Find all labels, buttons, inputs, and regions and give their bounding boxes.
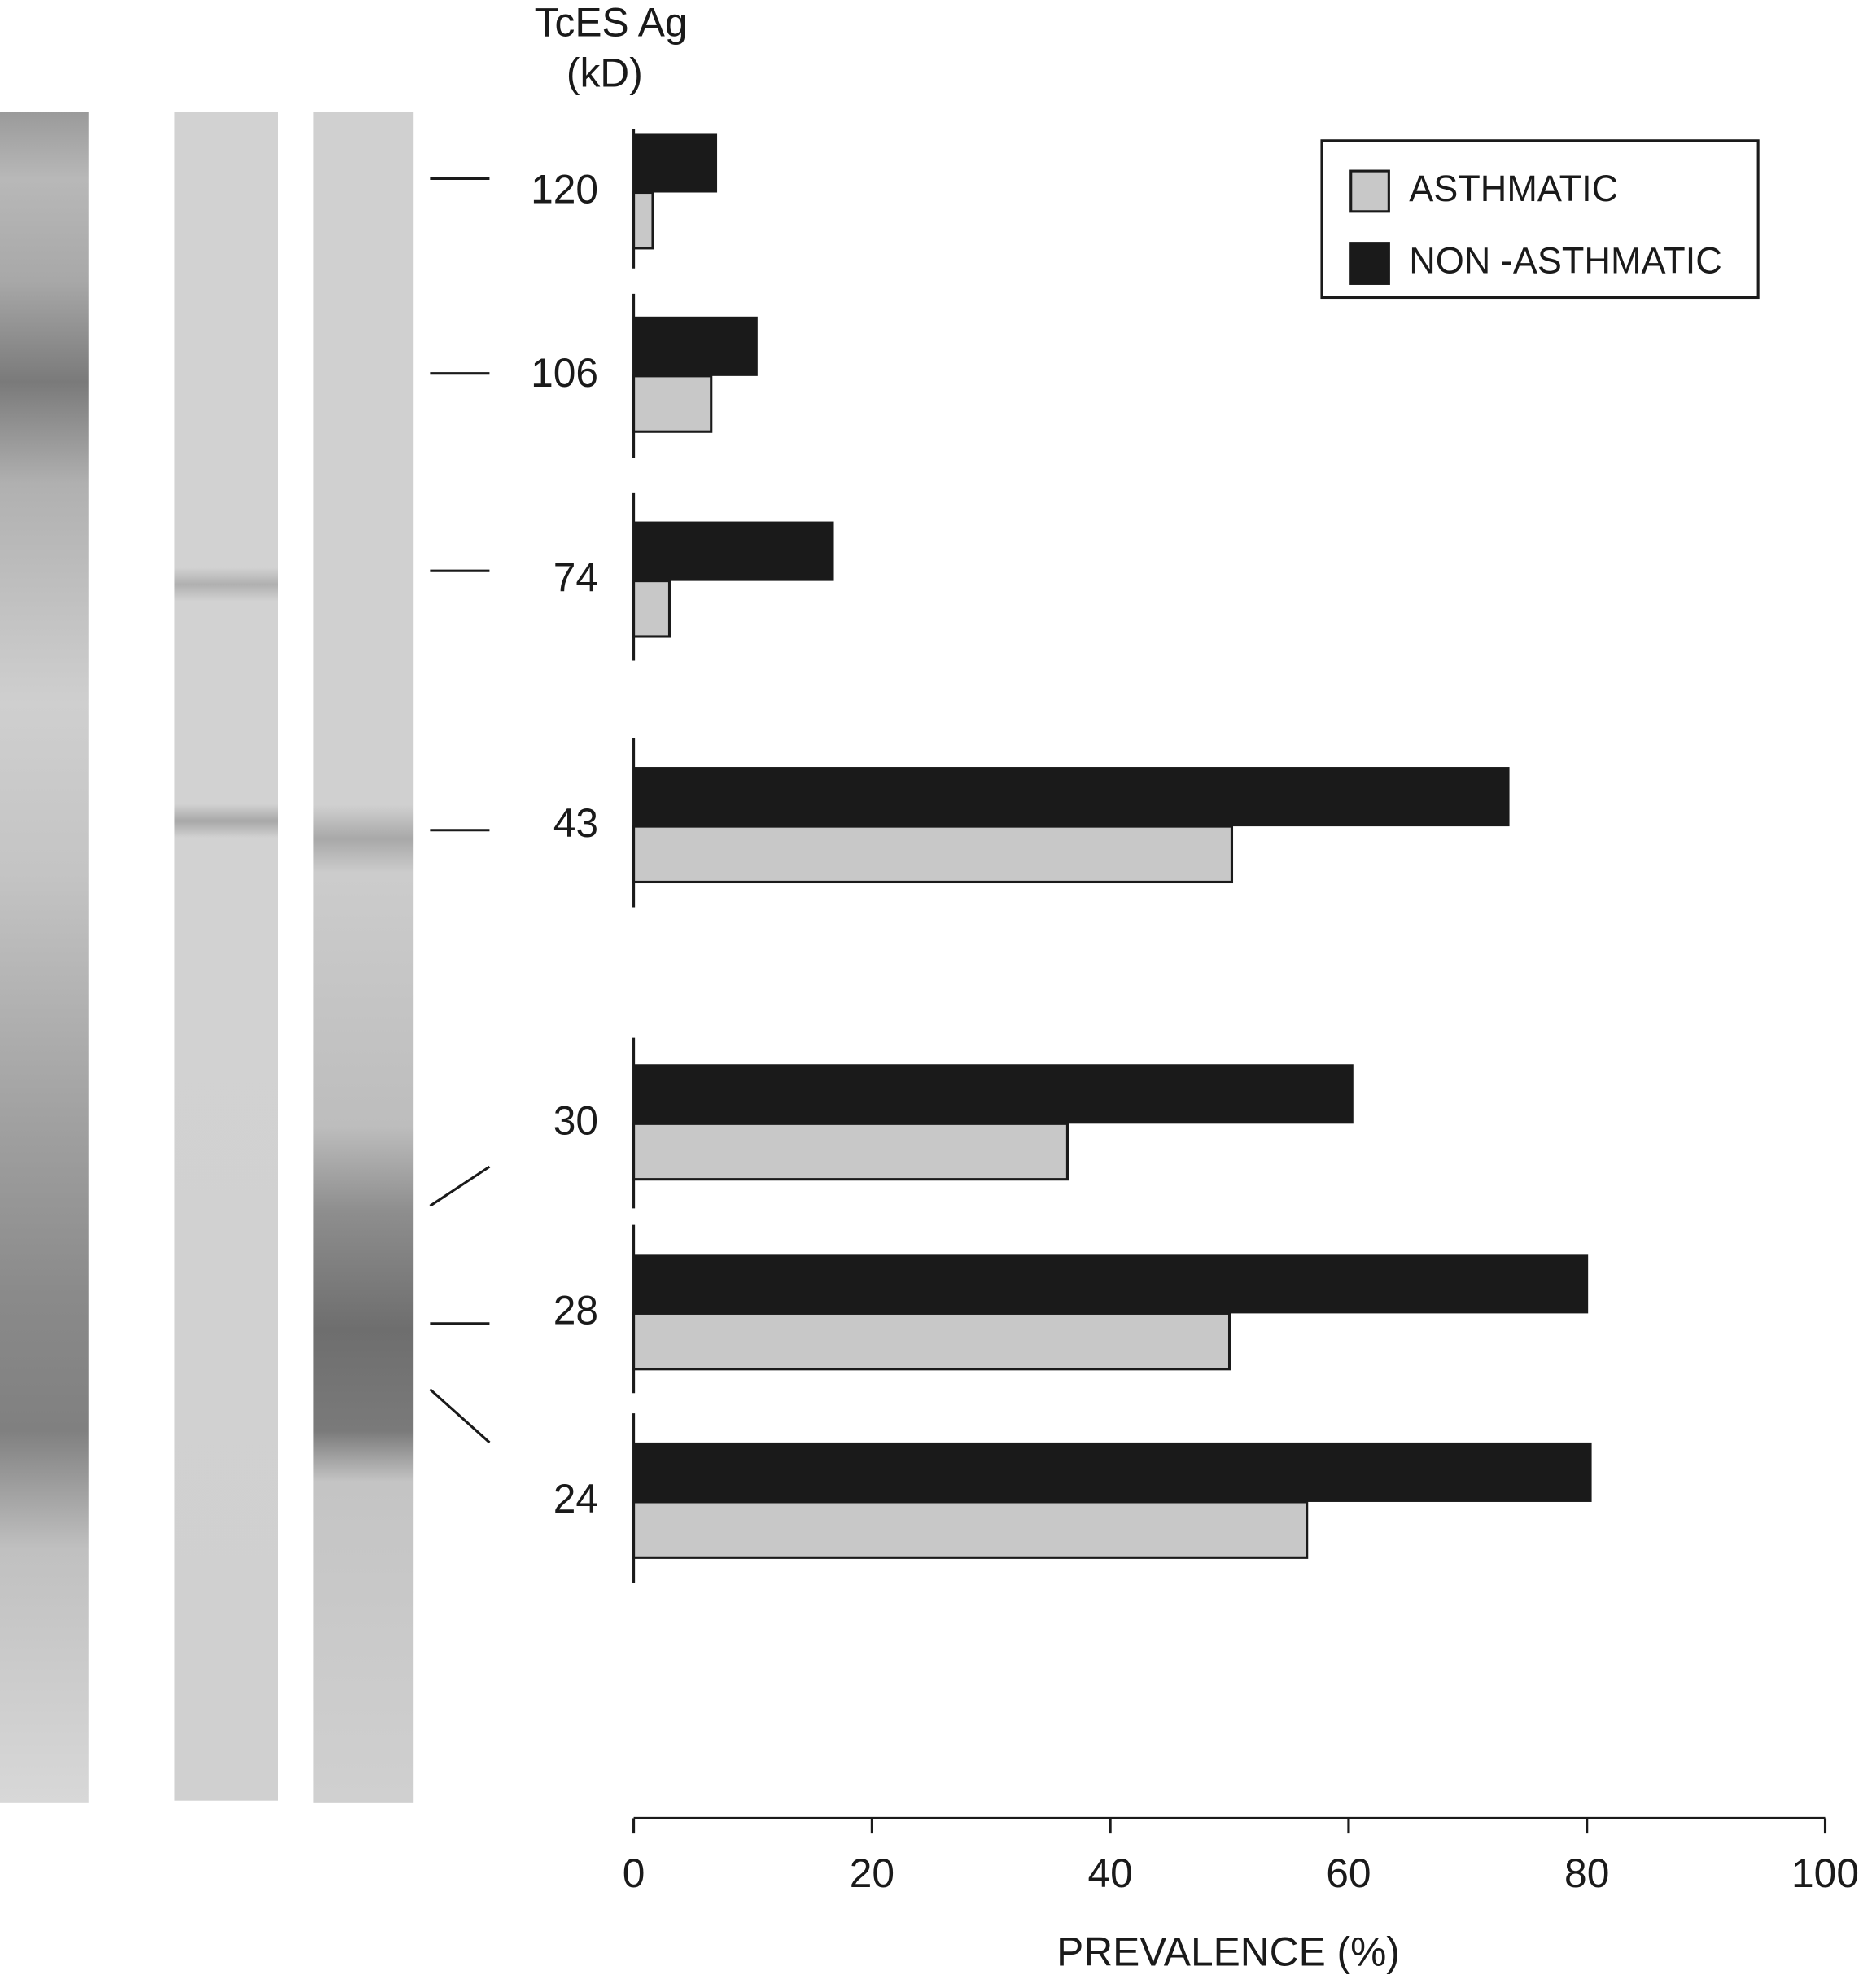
bar — [632, 190, 654, 250]
y-tick-label: 30 — [553, 1097, 598, 1143]
x-tick-label: 40 — [1087, 1850, 1132, 1896]
bar — [633, 1442, 1592, 1502]
bar — [633, 316, 758, 376]
bar — [633, 1064, 1354, 1124]
bar — [632, 374, 713, 433]
bar — [633, 521, 834, 581]
x-label: PREVALENCE (%) — [1056, 1929, 1400, 1974]
gel-lane — [0, 112, 89, 1803]
y-tick-label: 74 — [553, 555, 598, 601]
y-tick-label: 120 — [531, 167, 598, 212]
bar — [633, 133, 718, 193]
x-tick-label: 20 — [850, 1850, 894, 1896]
y-tick-label: 24 — [553, 1476, 598, 1522]
legend-swatch — [1349, 169, 1390, 213]
marker-lines — [429, 177, 491, 1444]
bar — [633, 1254, 1589, 1314]
bar — [633, 767, 1510, 827]
y-label: (kD) — [566, 50, 643, 96]
bar — [632, 825, 1234, 884]
y-tick-label: 43 — [553, 800, 598, 846]
bar — [632, 1311, 1231, 1371]
gel-lane — [174, 112, 278, 1801]
bar — [632, 1122, 1069, 1181]
x-tick-label: 60 — [1326, 1850, 1371, 1896]
gel-lane — [313, 112, 414, 1803]
x-tick-label: 80 — [1564, 1850, 1609, 1896]
y-tick-label: 106 — [531, 350, 598, 396]
x-tick-label: 0 — [623, 1850, 645, 1896]
bar — [632, 1500, 1309, 1559]
y-tick-label: 28 — [553, 1288, 598, 1333]
legend-swatch — [1349, 242, 1390, 285]
y-label: TcES Ag — [535, 0, 688, 46]
legend-box — [1320, 139, 1760, 300]
bar — [632, 580, 671, 638]
legend-label: NON -ASTHMATIC — [1409, 239, 1722, 281]
x-tick-label: 100 — [1791, 1850, 1859, 1896]
legend-label: ASTHMATIC — [1409, 168, 1618, 209]
